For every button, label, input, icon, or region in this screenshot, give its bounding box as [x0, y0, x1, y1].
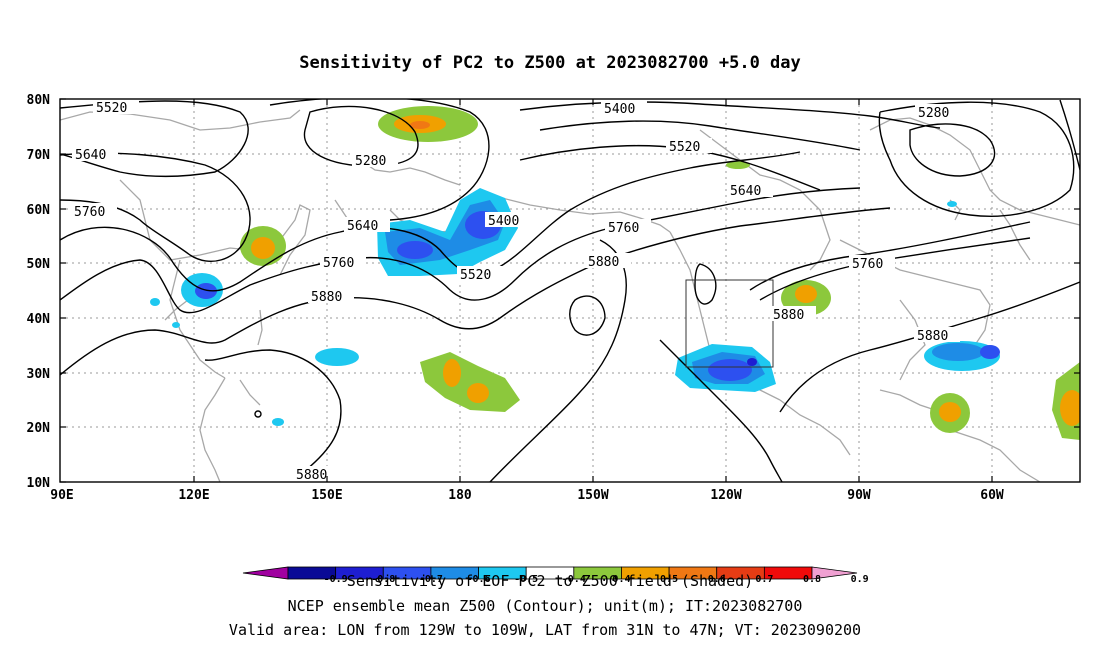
- lon-label: 90E: [50, 488, 73, 503]
- lat-label: 50N: [27, 257, 51, 272]
- lon-label: 90W: [847, 488, 871, 503]
- positive-blob-central-pacific: [420, 352, 520, 412]
- colorbar: [242, 566, 858, 580]
- colorbar-tick-label: -0.9: [324, 574, 348, 585]
- negative-blob-japan: [181, 273, 223, 307]
- figure-title: Sensitivity of PC2 to Z500 at 2023082700…: [299, 53, 801, 73]
- negative-blob-pacific: [315, 348, 359, 366]
- contour-label: 5760: [323, 256, 354, 271]
- colorbar-tick-label: -0.5: [514, 574, 538, 585]
- contour-label: 5520: [96, 101, 127, 116]
- contour-label: 5400: [604, 102, 635, 117]
- plot-frame: [59, 98, 1081, 483]
- lat-label: 40N: [27, 312, 51, 327]
- contour-label: 5760: [852, 257, 883, 272]
- contour-label: 5520: [669, 140, 700, 155]
- graticule: [60, 99, 1080, 482]
- map-plot-area: 5520 5640 5760 5280 5400 5520 5640 5640 …: [60, 99, 1080, 483]
- colorbar-tick-label: -0.4: [562, 574, 586, 585]
- lat-label: 20N: [27, 421, 51, 436]
- contour-label: 5760: [608, 221, 639, 236]
- longitude-labels: 90E 120E 150E 180 150W 120W 90W 60W: [50, 488, 1004, 503]
- positive-blob-kamchatka: [240, 226, 286, 266]
- negative-blob-aleutian: [377, 188, 518, 276]
- contour-label: 5400: [488, 214, 519, 229]
- colorbar-tick-label: 0.4: [612, 574, 630, 585]
- colorbar-tick-label: 0.9: [851, 574, 869, 585]
- positive-blob-east-atlantic: [1052, 362, 1080, 440]
- caption-shading: Sensitivity of EOF PC2 to Z500 field (Sh…: [347, 572, 753, 590]
- colorbar-tick-label: 0.6: [708, 574, 726, 585]
- axis-ticks: [60, 98, 1080, 483]
- negative-blob-small: [947, 201, 957, 207]
- negative-blob-california: [675, 344, 776, 392]
- contour-label: 5280: [355, 154, 386, 169]
- caption-valid-area: Valid area: LON from 129W to 109W, LAT f…: [229, 621, 861, 639]
- lon-label: 150E: [311, 488, 342, 503]
- lon-label: 180: [448, 488, 472, 503]
- lon-label: 150W: [577, 488, 608, 503]
- contour-label: 5880: [296, 468, 327, 483]
- lat-label: 10N: [27, 476, 51, 491]
- lat-label: 80N: [27, 93, 51, 108]
- colorbar-tick-label: 0.8: [803, 574, 821, 585]
- negative-blob-small: [172, 322, 180, 328]
- positive-blob-small: [726, 161, 750, 169]
- colorbar-tick-label: 0.5: [660, 574, 678, 585]
- negative-blob-small: [272, 418, 284, 426]
- positive-blob-arctic: [378, 106, 478, 142]
- caption-contour: NCEP ensemble mean Z500 (Contour); unit(…: [288, 597, 803, 615]
- colorbar-tick-label: -0.6: [466, 574, 490, 585]
- contour-label: 5880: [311, 290, 342, 305]
- lat-label: 70N: [27, 148, 51, 163]
- colorbar-tick-label: -0.8: [371, 574, 395, 585]
- contour-label: 5640: [730, 184, 761, 199]
- valid-area-box: [685, 279, 774, 368]
- contour-label: 5280: [918, 106, 949, 121]
- contour-label: 5640: [75, 148, 106, 163]
- lon-label: 60W: [980, 488, 1004, 503]
- colorbar-tick-labels: -0.9 -0.8 -0.7 -0.6 -0.5 -0.4 0.4 0.5 0.6 0.7 0.8 0…: [324, 574, 869, 585]
- caption-block: Sensitivity of EOF PC2 to Z500 field (Sh…: [229, 572, 861, 639]
- lon-label: 120W: [710, 488, 741, 503]
- positive-blob-caribbean: [930, 393, 970, 433]
- contour-label: 5760: [74, 205, 105, 220]
- contour-label-group: 5520 5640 5760 5280 5400 5520 5640 5640 …: [71, 99, 961, 483]
- shaded-sensitivity-field: [150, 106, 1080, 440]
- colorbar-tick-label: 0.7: [755, 574, 773, 585]
- colorbar-segment: [811, 566, 858, 580]
- contour-label: 5880: [588, 255, 619, 270]
- contour-label: 5520: [460, 268, 491, 283]
- lat-label: 60N: [27, 203, 51, 218]
- lat-label: 30N: [27, 367, 51, 382]
- colorbar-segment: [242, 566, 289, 580]
- negative-blob-small: [150, 298, 160, 306]
- contour-label: 5880: [917, 329, 948, 344]
- latitude-labels: 80N 70N 60N 50N 40N 30N 20N 10N: [27, 93, 51, 491]
- contour-label: 5880: [773, 308, 804, 323]
- contour-label: 5640: [347, 219, 378, 234]
- colorbar-tick-label: -0.7: [419, 574, 443, 585]
- negative-blob-atlantic: [924, 341, 1000, 371]
- lon-label: 120E: [178, 488, 209, 503]
